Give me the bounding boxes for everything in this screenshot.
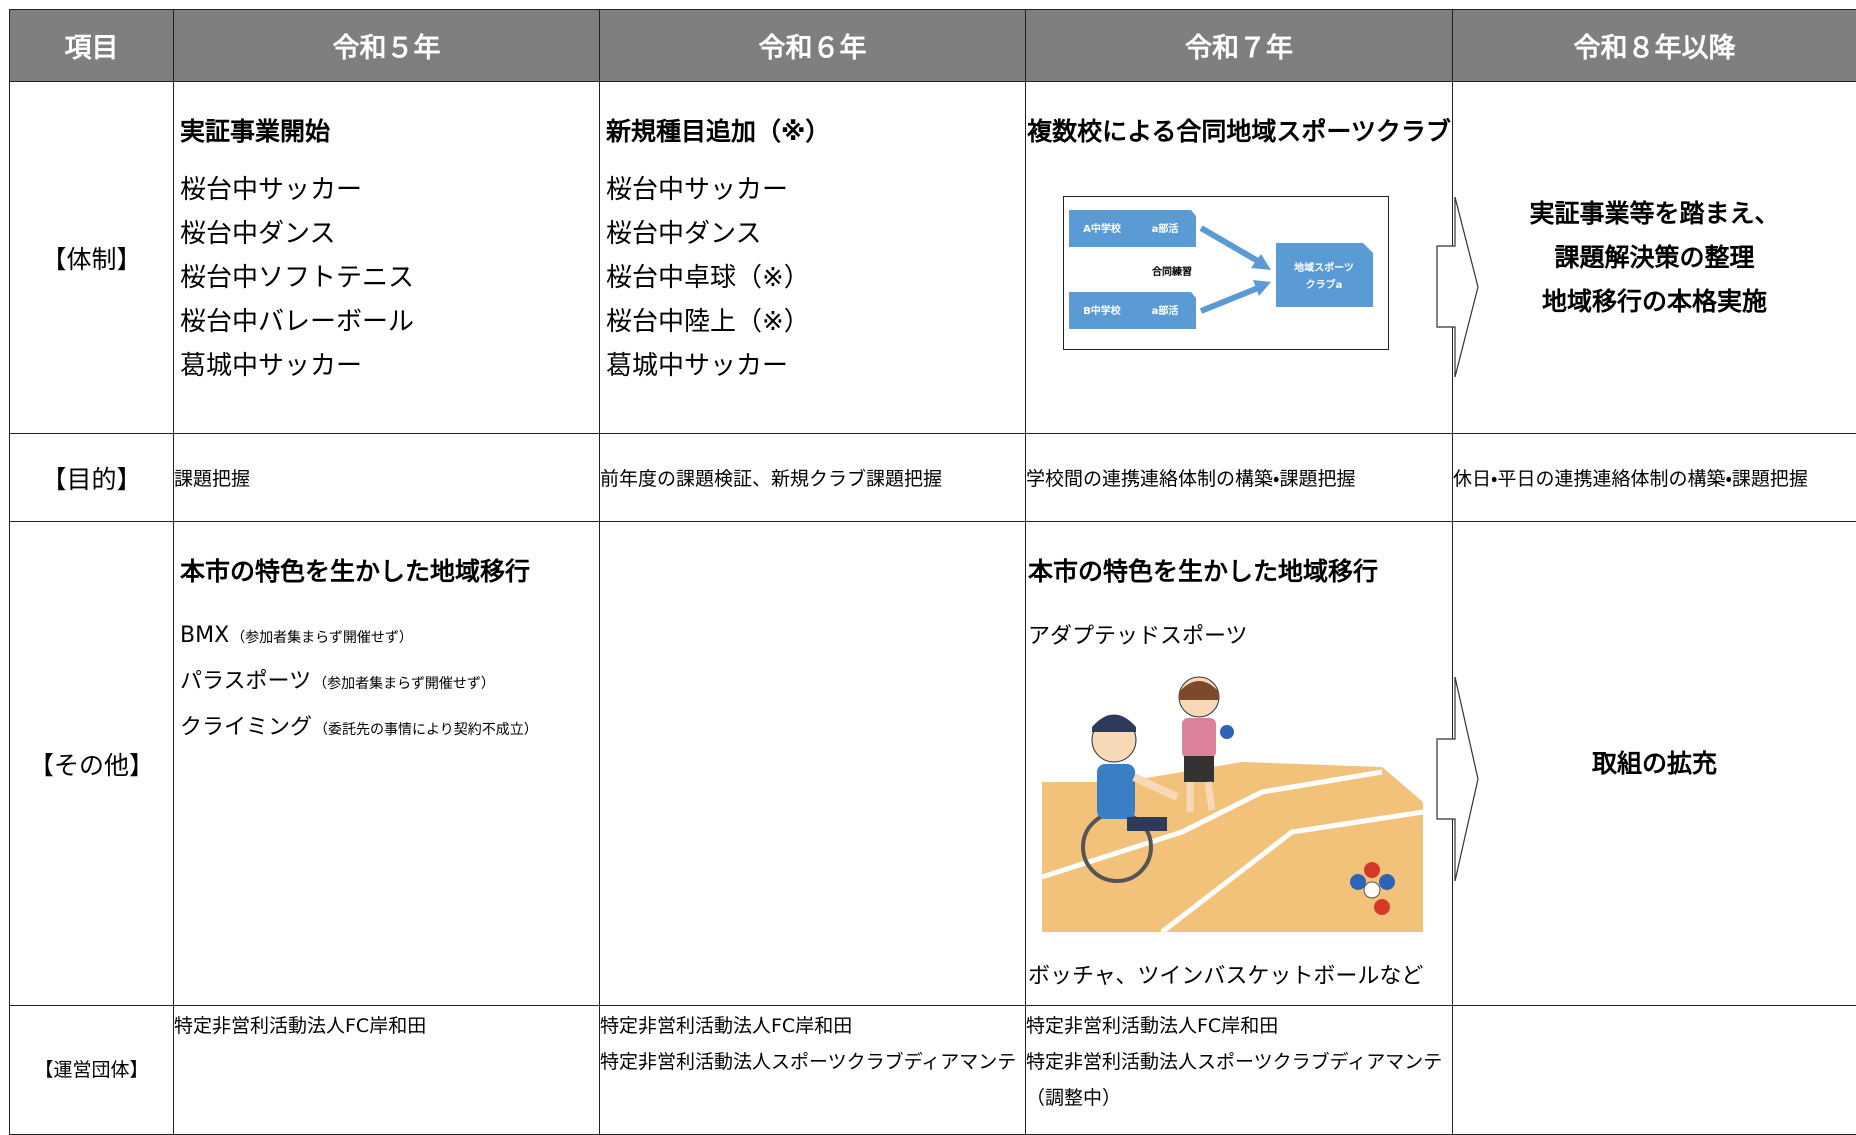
ball — [1374, 899, 1390, 915]
item-text: BMX — [180, 623, 229, 648]
item: 桜台中陸上（※） — [606, 300, 1025, 344]
ball — [1364, 862, 1380, 878]
body — [1097, 764, 1135, 819]
leg — [1208, 782, 1212, 810]
item: 桜台中サッカー — [180, 168, 599, 212]
schedule-table: 項目 令和５年 令和６年 令和７年 令和８年以降 【体制】 実証事業開始 桜台中… — [9, 9, 1856, 1135]
cell-line: 特定非営利活動法人FC岸和田 — [174, 1006, 599, 1044]
item: クライミング（委託先の事情により契約不成立） — [180, 706, 599, 752]
ball — [1364, 882, 1380, 898]
cell-subheading: アダプテッドスポーツ — [1028, 618, 1452, 650]
illustration — [1042, 672, 1423, 934]
row-label: 【体制】 — [10, 82, 174, 434]
item: パラスポーツ（参加者集まらず開催せず） — [180, 660, 599, 706]
cell: 実証事業等を踏まえ、 課題解決策の整理 地域移行の本格実施 — [1453, 82, 1856, 434]
row-label: 【目的】 — [10, 434, 174, 522]
diagram-label: A中学校 — [1083, 222, 1122, 235]
cell: 実証事業開始 桜台中サッカー 桜台中ダンス 桜台中ソフトテニス 桜台中バレーボー… — [174, 82, 600, 434]
row: 【運営団体】 特定非営利活動法人FC岸和田 特定非営利活動法人FC岸和田 特定非… — [10, 1006, 1856, 1135]
item-note: （委託先の事情により契約不成立） — [312, 722, 538, 738]
cell-heading: 複数校による合同地域スポーツクラブ — [1026, 112, 1452, 148]
cell: 特定非営利活動法人FC岸和田 特定非営利活動法人スポーツクラブディアマンテ （調… — [1026, 1006, 1453, 1135]
header-cell: 令和７年 — [1026, 10, 1453, 82]
cell-line: 特定非営利活動法人FC岸和田 — [1026, 1008, 1452, 1044]
item: 葛城中サッカー — [180, 344, 599, 388]
cell: 特定非営利活動法人FC岸和田 — [174, 1006, 600, 1135]
cell: 複数校による合同地域スポーツクラブ A中学校 a部活 合同練習 B中学校 a部活… — [1026, 82, 1453, 434]
item: 桜台中卓球（※） — [606, 256, 1025, 300]
cell: 新規種目追加（※） 桜台中サッカー 桜台中ダンス 桜台中卓球（※） 桜台中陸上（… — [600, 82, 1026, 434]
cell-line: 特定非営利活動法人FC岸和田 — [600, 1008, 1025, 1044]
caption: ボッチャ、ツインバスケットボールなど — [1028, 958, 1452, 990]
item-text: パラスポーツ — [180, 669, 311, 694]
item: 桜台中ソフトテニス — [180, 256, 599, 300]
cell-heading: 本市の特色を生かした地域移行 — [180, 552, 599, 588]
cell: 特定非営利活動法人FC岸和田 特定非営利活動法人スポーツクラブディアマンテ — [600, 1006, 1026, 1135]
header-cell: 令和５年 — [174, 10, 600, 82]
cell: 取組の拡充 — [1453, 522, 1856, 1006]
item: 桜台中ダンス — [180, 212, 599, 256]
cell: 休日・平日の連携連絡体制の構築・課題把握 — [1453, 434, 1856, 522]
cell-line: 特定非営利活動法人スポーツクラブディアマンテ — [600, 1044, 1025, 1080]
diagram-label: a部活 — [1152, 304, 1179, 317]
ball — [1220, 725, 1234, 739]
row: 【体制】 実証事業開始 桜台中サッカー 桜台中ダンス 桜台中ソフトテニス 桜台中… — [10, 82, 1856, 434]
cell — [1453, 1006, 1856, 1135]
item-note: （参加者集まらず開催せず） — [311, 676, 495, 692]
item-text: クライミング — [180, 715, 312, 740]
row: 【その他】 本市の特色を生かした地域移行 BMX（参加者集まらず開催せず） パラ… — [10, 522, 1856, 1006]
cell: 本市の特色を生かした地域移行 BMX（参加者集まらず開催せず） パラスポーツ（参… — [174, 522, 600, 1006]
cell-heading: 実証事業開始 — [180, 112, 599, 148]
header-cell: 令和８年以降 — [1453, 10, 1856, 82]
cell-line: 課題解決策の整理 — [1453, 236, 1856, 280]
item: 桜台中バレーボール — [180, 300, 599, 344]
cell: 学校間の連携連絡体制の構築・課題把握 — [1026, 434, 1453, 522]
diagram-label: a部活 — [1152, 222, 1179, 235]
cell-line: 特定非営利活動法人スポーツクラブディアマンテ — [1026, 1044, 1452, 1080]
legs — [1127, 817, 1167, 831]
diagram-label: 地域スポーツ — [1294, 261, 1354, 274]
item: BMX（参加者集まらず開催せず） — [180, 614, 599, 660]
cell — [600, 522, 1026, 1006]
cell-heading: 本市の特色を生かした地域移行 — [1028, 552, 1452, 588]
cell: 課題把握 — [174, 434, 600, 522]
legs — [1184, 756, 1214, 782]
cell: 前年度の課題検証、新規クラブ課題把握 — [600, 434, 1026, 522]
item: 桜台中サッカー — [606, 168, 1025, 212]
cell-heading: 新規種目追加（※） — [606, 112, 1025, 148]
header-cell: 項目 — [10, 10, 174, 82]
header-cell: 令和６年 — [600, 10, 1026, 82]
diagram-label: クラブa — [1306, 278, 1343, 291]
ball — [1350, 874, 1366, 890]
diagram-label: 合同練習 — [1151, 265, 1192, 278]
body — [1182, 718, 1216, 758]
cell: 本市の特色を生かした地域移行 アダプテッドスポーツ ボッチャ、ツインバスケットボ… — [1026, 522, 1453, 1006]
item-note: （参加者集まらず開催せず） — [229, 630, 413, 646]
item: 桜台中ダンス — [606, 212, 1025, 256]
diagram-label: B中学校 — [1083, 304, 1122, 317]
diagram: A中学校 a部活 合同練習 B中学校 a部活 地域スポーツ クラブa — [1063, 196, 1390, 351]
cell-line: 地域移行の本格実施 — [1453, 280, 1856, 324]
sports-club-box — [1276, 243, 1373, 307]
item: 葛城中サッカー — [606, 344, 1025, 388]
cell-line: 実証事業等を踏まえ、 — [1453, 192, 1856, 236]
header-row: 項目 令和５年 令和６年 令和７年 令和８年以降 — [10, 10, 1856, 82]
row: 【目的】 課題把握 前年度の課題検証、新規クラブ課題把握 学校間の連携連絡体制の… — [10, 434, 1856, 522]
row-label: 【運営団体】 — [10, 1006, 174, 1135]
row-label: 【その他】 — [10, 522, 174, 1006]
cell-line: （調整中） — [1026, 1080, 1452, 1116]
hair — [1092, 715, 1136, 733]
ball — [1379, 874, 1395, 890]
